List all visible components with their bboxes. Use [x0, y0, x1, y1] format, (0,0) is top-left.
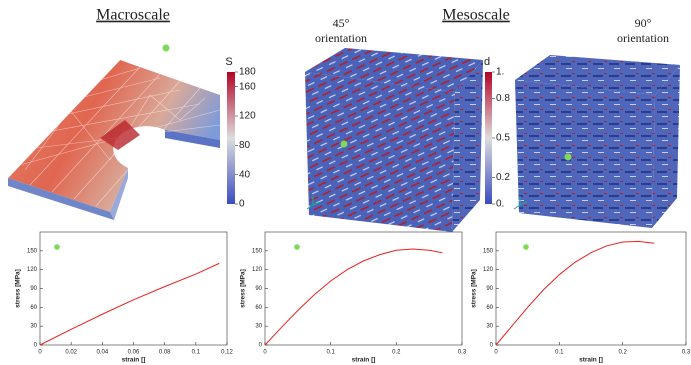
- colorbar-tick-label: 0.2: [496, 172, 510, 183]
- x-tick-label: 0.06: [128, 350, 140, 356]
- y-axis-label: stress [MPa]: [240, 269, 247, 308]
- colorbar-tick-label: 40: [239, 169, 251, 180]
- y-tick-label: 60: [255, 305, 262, 311]
- x-tick-label: 0.08: [159, 350, 171, 356]
- x-tick-label: 0.2: [618, 350, 627, 356]
- y-tick-label: 30: [255, 324, 262, 330]
- y-tick-label: 60: [486, 305, 493, 311]
- y-tick-label: 120: [27, 267, 38, 273]
- x-tick-label: 0.04: [96, 350, 108, 356]
- y-tick-label: 150: [483, 248, 494, 254]
- colorbar-tick-label: 80: [239, 140, 251, 151]
- colorbar-tick-label: 0.8: [496, 93, 510, 104]
- y-tick-label: 90: [255, 286, 262, 292]
- y-tick-label: 150: [27, 248, 38, 254]
- y-tick-label: 120: [483, 267, 494, 273]
- orientation-angle: 45°: [333, 16, 350, 30]
- y-tick-label: 60: [30, 305, 37, 311]
- colorbar-tick-label: 120: [239, 111, 256, 122]
- x-tick-label: 0.1: [555, 350, 564, 356]
- colorbar: [227, 72, 235, 204]
- marker-dot: [523, 244, 529, 250]
- y-tick-label: 0: [490, 343, 494, 349]
- y-axis-label: stress [MPa]: [471, 269, 478, 308]
- colorbar-tick-label: 0: [239, 199, 245, 210]
- macro-mesh: [8, 45, 220, 221]
- plot-frame: [265, 232, 462, 345]
- orientation-angle: 90°: [635, 16, 652, 30]
- cube-90: [514, 55, 680, 228]
- x-tick-label: 0.02: [65, 350, 77, 356]
- x-axis-label: strain []: [352, 357, 376, 364]
- marker-dot: [54, 244, 60, 250]
- marker-dot: [294, 244, 300, 250]
- x-tick-label: 0.3: [458, 350, 467, 356]
- data-line: [40, 263, 219, 345]
- x-tick-label: 0.1: [326, 350, 335, 356]
- orientation-label: orientation: [315, 31, 367, 45]
- x-tick-label: 0.12: [221, 350, 233, 356]
- x-axis-label: strain []: [122, 357, 146, 364]
- plot-frame: [40, 232, 227, 345]
- colorbar: [485, 72, 492, 204]
- x-tick-label: 0: [38, 350, 42, 356]
- colorbar-tick-label: 0.5: [496, 133, 510, 144]
- colorbar-tick-label: 160: [239, 81, 256, 92]
- y-tick-label: 0: [34, 343, 38, 349]
- colorbar-tick-label: 1.: [496, 67, 504, 78]
- x-tick-label: 0.2: [392, 350, 401, 356]
- x-axis-label: strain []: [579, 357, 603, 364]
- x-tick-label: 0.1: [192, 350, 201, 356]
- x-tick-label: 0: [494, 350, 498, 356]
- x-tick-label: 0: [263, 350, 267, 356]
- y-tick-label: 30: [30, 324, 37, 330]
- data-line: [496, 241, 654, 345]
- cube-45: [305, 48, 483, 232]
- heading: Macroscale: [96, 7, 170, 24]
- heading: Mesoscale: [442, 7, 510, 24]
- y-tick-label: 90: [486, 286, 493, 292]
- colorbar-title: d: [484, 56, 490, 68]
- colorbar-tick-label: 180: [239, 67, 256, 78]
- y-tick-label: 30: [486, 324, 493, 330]
- orientation-label: orientation: [617, 31, 669, 45]
- x-tick-label: 0.3: [682, 350, 691, 356]
- y-tick-label: 0: [259, 343, 263, 349]
- y-tick-label: 90: [30, 286, 37, 292]
- y-tick-label: 120: [252, 267, 263, 273]
- y-axis-label: stress [MPa]: [15, 269, 22, 308]
- colorbar-title: S: [225, 56, 232, 68]
- y-tick-label: 150: [252, 248, 263, 254]
- figure: Macroscale Mesoscale 45° orientation 90°…: [0, 0, 691, 365]
- data-line: [265, 249, 442, 345]
- colorbar-tick-label: 0.: [496, 199, 504, 210]
